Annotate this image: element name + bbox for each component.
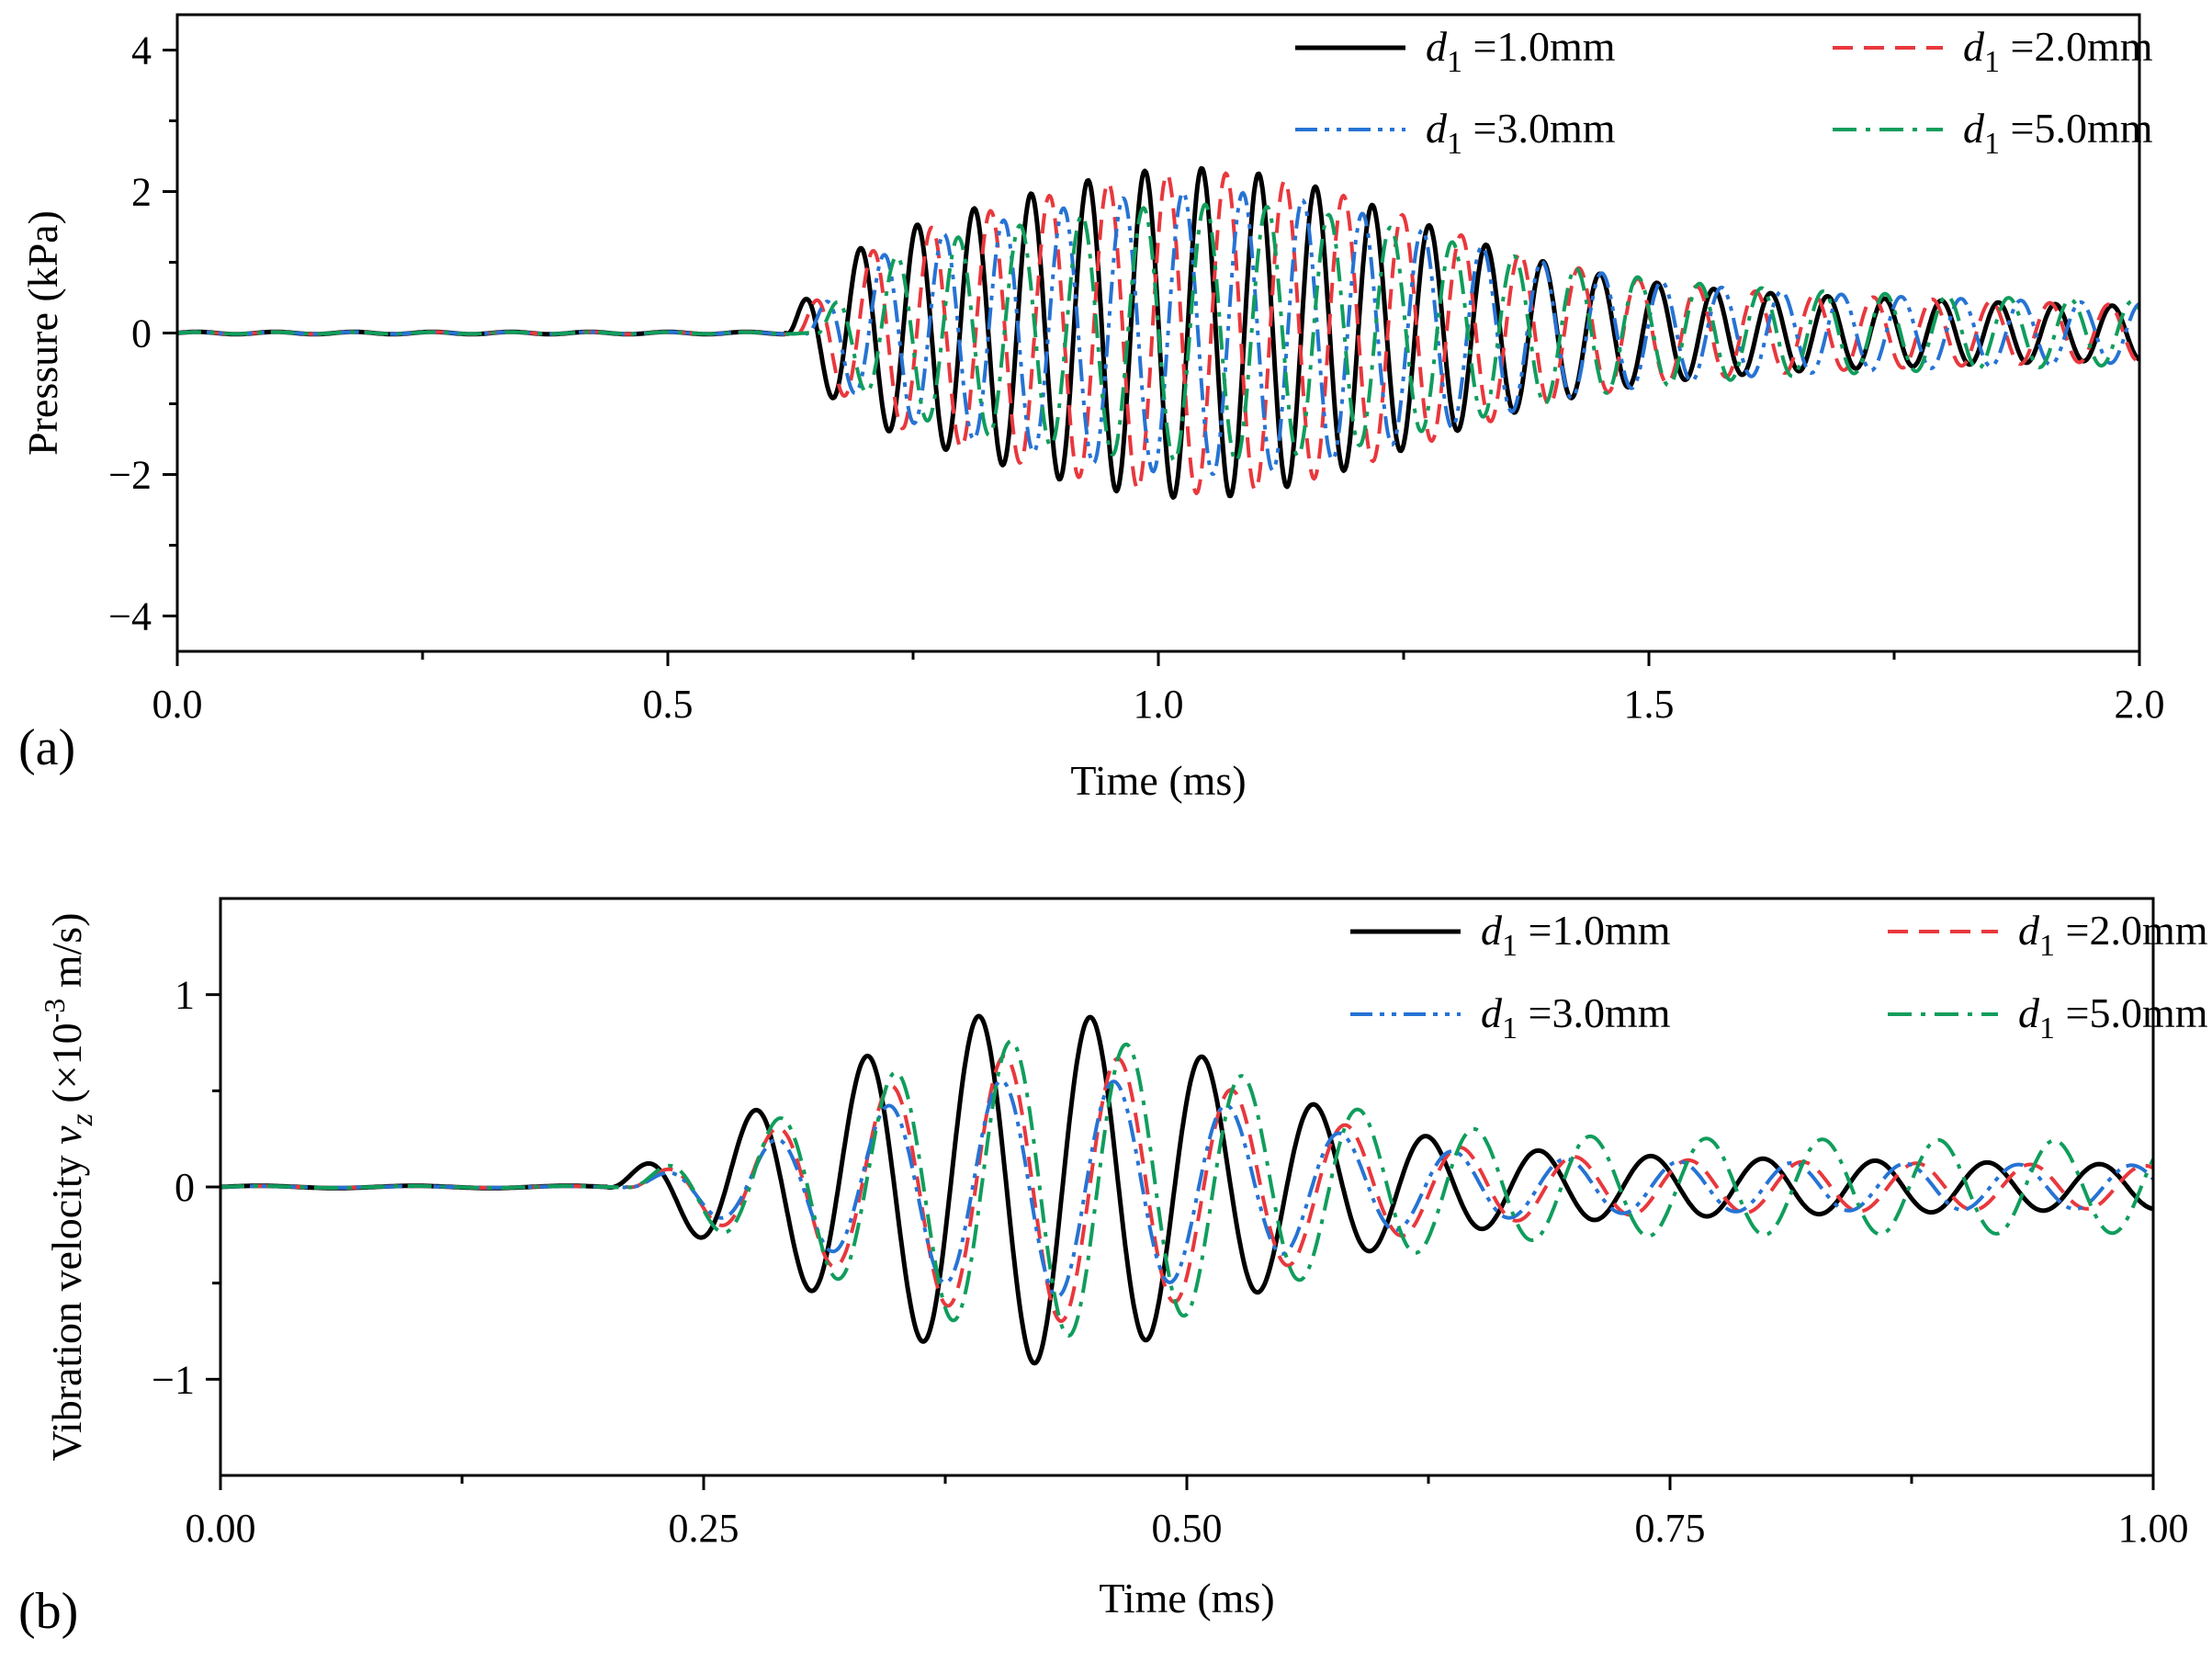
y-tick-label: 0: [131, 311, 152, 356]
x-tick-label: 0.00: [186, 1506, 256, 1551]
legend-label: d1 =5.0mm: [2018, 989, 2208, 1045]
legend-label: d1 =5.0mm: [1963, 105, 2153, 161]
legend-label: d1 =2.0mm: [1963, 23, 2153, 79]
legend-item: d1 =3.0mm: [1295, 105, 1616, 161]
legend-item: d1 =1.0mm: [1350, 907, 1671, 963]
legend: d1 =1.0mm d1 =2.0mm d1 =3.0mm d1 =5.0mm: [1295, 23, 2153, 161]
y-tick-label: −2: [108, 453, 152, 498]
series-line-1: [220, 1013, 2153, 1366]
x-axis-label: Time (ms): [1099, 1575, 1274, 1621]
series-line-3: [220, 1079, 2153, 1299]
legend-label: d1 =3.0mm: [1481, 989, 1671, 1045]
panel-label: (a): [18, 719, 75, 776]
y-tick-label: 0: [175, 1165, 195, 1210]
legend-label: d1 =2.0mm: [2018, 907, 2208, 963]
legend-label: d1 =1.0mm: [1426, 23, 1616, 79]
legend-label: d1 =3.0mm: [1426, 105, 1616, 161]
x-tick-label: 1.0: [1134, 682, 1184, 727]
x-tick-label: 0.75: [1635, 1506, 1706, 1551]
legend-item: d1 =2.0mm: [1833, 23, 2153, 79]
plot-area: [220, 1013, 2153, 1366]
y-tick-label: 1: [175, 973, 195, 1018]
x-tick-label: 2.0: [2115, 682, 2165, 727]
legend-item: d1 =5.0mm: [1888, 989, 2208, 1045]
y-tick-label: 4: [131, 28, 152, 73]
x-tick-label: 0.50: [1152, 1506, 1223, 1551]
y-tick-label: −4: [108, 594, 152, 639]
y-tick-label: 2: [131, 170, 152, 215]
x-axis-label: Time (ms): [1070, 757, 1246, 804]
legend-item: d1 =3.0mm: [1350, 989, 1671, 1045]
legend-item: d1 =5.0mm: [1833, 105, 2153, 161]
legend-label: d1 =1.0mm: [1481, 907, 1671, 963]
series-line-4: [220, 1039, 2153, 1338]
plot-area: [177, 165, 2139, 500]
x-tick-label: 1.00: [2118, 1506, 2189, 1551]
panel-a: 0.0 0.5 1.0 1.5 2.0 −4 −2 0 2 4 Time (ms) Pressure …: [18, 13, 2165, 804]
x-tick-label: 0.25: [669, 1506, 739, 1551]
series-line-3: [177, 190, 2139, 476]
legend-item: d1 =2.0mm: [1888, 907, 2208, 963]
x-tick-label: 0.0: [152, 682, 203, 727]
x-tick-label: 0.5: [643, 682, 694, 727]
legend: d1 =1.0mm d1 =2.0mm d1 =3.0mm d1 =5.0mm: [1350, 907, 2208, 1045]
x-tick-label: 1.5: [1624, 682, 1675, 727]
y-axis-label: Pressure (kPa): [19, 210, 66, 456]
panel-label: (b): [18, 1583, 78, 1640]
y-tick-label: −1: [152, 1357, 195, 1402]
y-axis-label: Vibration velocity vz (×10-3 m/s): [38, 912, 99, 1461]
panel-b: 0.00 0.25 0.50 0.75 1.00 −1 0 1 Time (ms) Vibrati…: [18, 897, 2208, 1640]
legend-item: d1 =1.0mm: [1295, 23, 1616, 79]
